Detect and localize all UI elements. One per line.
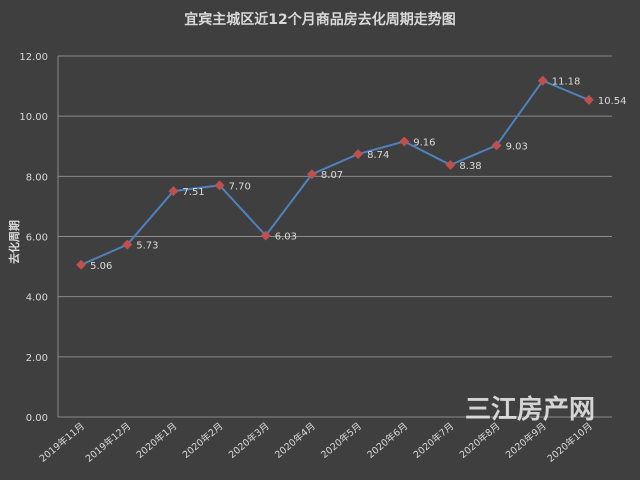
data-label: 5.06 — [90, 261, 112, 272]
data-label: 6.03 — [275, 232, 297, 243]
data-point — [76, 259, 87, 270]
y-tick-label: 0.00 — [26, 413, 48, 424]
y-tick-label: 4.00 — [26, 293, 48, 304]
data-label: 10.54 — [598, 96, 627, 107]
data-point — [214, 180, 225, 191]
x-tick-label: 2020年1月 — [134, 420, 179, 461]
data-point — [168, 186, 179, 197]
data-label: 7.70 — [229, 181, 251, 192]
data-point — [399, 136, 410, 147]
y-tick-label: 12.00 — [19, 52, 48, 63]
data-label: 7.51 — [182, 187, 204, 198]
x-tick-label: 2019年12月 — [83, 420, 133, 465]
data-point — [353, 149, 364, 160]
x-tick-label: 2020年5月 — [319, 420, 364, 461]
series-line — [80, 79, 590, 266]
y-tick-label: 6.00 — [26, 233, 48, 244]
y-axis-label: 去化周期 — [7, 220, 21, 264]
x-tick-label: 2020年2月 — [180, 420, 225, 461]
data-label: 9.03 — [506, 141, 528, 152]
data-point — [306, 169, 317, 180]
x-tick-label: 2020年9月 — [503, 420, 548, 461]
data-point — [260, 230, 271, 241]
data-point — [491, 140, 502, 151]
y-tick-label: 2.00 — [26, 353, 48, 364]
y-axis-ticks: 0.00 2.00 4.00 6.00 8.00 10.00 12.00 — [19, 52, 48, 424]
x-tick-label: 2019年11月 — [37, 420, 87, 465]
x-tick-label: 2020年3月 — [226, 420, 271, 461]
data-label: 5.73 — [136, 241, 158, 252]
data-point — [445, 159, 456, 170]
x-tick-label: 2020年4月 — [272, 420, 317, 461]
chart-title: 宜宾主城区近12个月商品房去化周期走势图 — [184, 11, 455, 28]
data-point — [537, 75, 548, 86]
data-markers — [76, 75, 594, 270]
y-tick-label: 8.00 — [26, 172, 48, 183]
data-label: 8.74 — [367, 150, 389, 161]
data-point — [122, 239, 133, 250]
x-tick-label: 2020年6月 — [365, 420, 410, 461]
x-tick-label: 2020年10月 — [545, 420, 595, 465]
data-point — [583, 94, 594, 105]
data-label: 8.07 — [321, 170, 343, 181]
series-polyline — [80, 79, 590, 266]
watermark-logo: 三江房产网 — [465, 395, 595, 425]
data-labels: 5.06 5.73 7.51 7.70 6.03 8.07 8.74 9.16 8.38 9.03… — [90, 77, 626, 272]
y-tick-label: 10.00 — [19, 112, 48, 123]
data-label: 11.18 — [552, 77, 581, 88]
data-label: 9.16 — [413, 137, 435, 148]
data-label: 8.38 — [459, 161, 481, 172]
x-tick-label: 2020年7月 — [411, 420, 456, 461]
x-tick-label: 2020年8月 — [457, 420, 502, 461]
gridlines — [57, 55, 612, 418]
